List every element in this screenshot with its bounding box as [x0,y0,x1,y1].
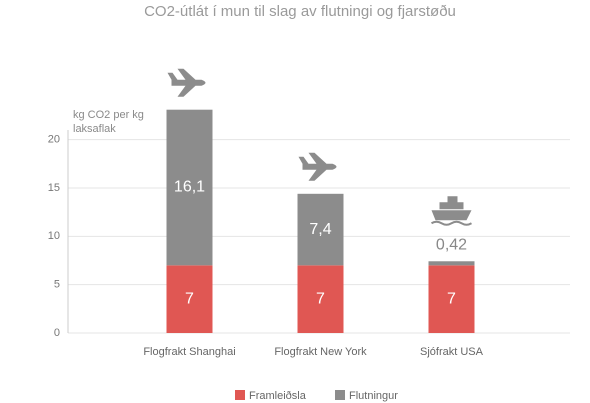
y-tick-label: 20 [48,134,60,146]
y-tick-label: 10 [48,230,60,242]
y-axis-label: kg CO2 per kg laksaflak [73,109,144,135]
y-tick-label: 5 [54,279,60,291]
plane-icon [167,68,206,97]
chart-title: CO2-útlát í mun til slag av flutningi og… [144,3,456,20]
plane-shape [167,68,206,97]
bar-segment [166,265,213,333]
value-label: 0,42 [436,236,467,253]
y-tick-label: 0 [54,327,60,339]
x-tick-label: Sjófrakt USA [420,346,484,358]
bar-segment [297,193,344,266]
value-label: 7 [447,290,456,307]
y-tick-label: 15 [48,182,60,194]
legend-swatch [235,390,245,400]
ship-waves [430,220,473,226]
ship-shape [431,196,472,221]
bar-segment [428,265,475,333]
plane-shape [298,152,337,181]
plane-icon [298,152,337,181]
x-tick-label: Flogfrakt New York [274,346,367,358]
x-tick-label: Flogfrakt Shanghai [143,346,235,358]
value-label: 7 [185,290,194,307]
bar-segment [297,265,344,333]
legend-label: Framleiðsla [249,390,307,402]
value-label: 16,1 [174,179,205,196]
value-label: 7 [316,290,325,307]
legend-label: Flutningur [349,390,398,402]
bar-segment [428,261,475,266]
ship-icon [430,196,473,226]
legend-swatch [335,390,345,400]
bar-segment [166,109,213,266]
value-label: 7,4 [309,221,331,238]
